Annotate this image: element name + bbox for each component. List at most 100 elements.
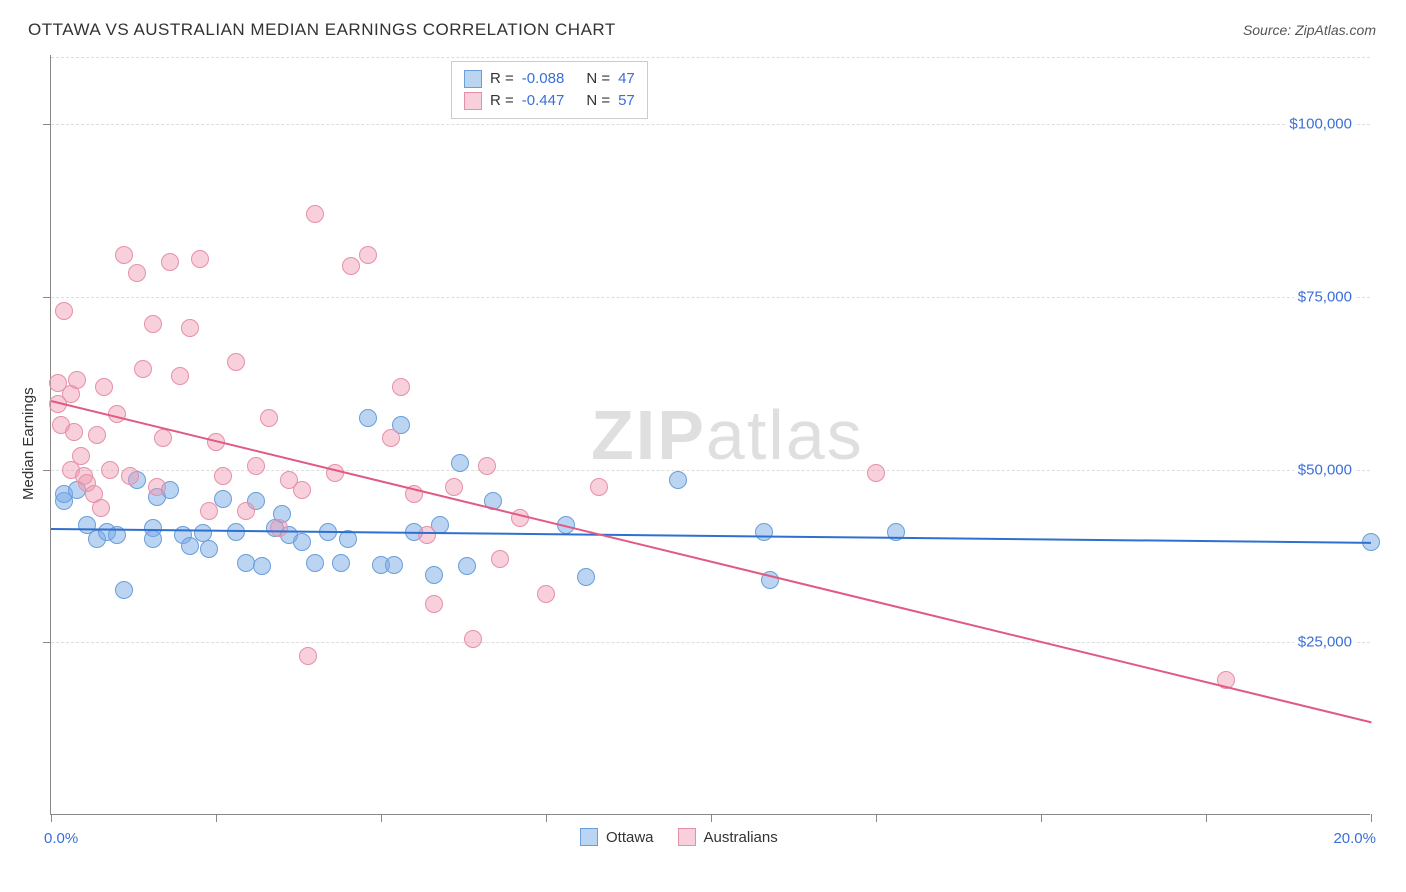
- data-point: [247, 457, 265, 475]
- y-axis-title: Median Earnings: [20, 387, 37, 500]
- series-legend-item: Ottawa: [580, 828, 654, 846]
- data-point: [72, 447, 90, 465]
- data-point: [425, 595, 443, 613]
- series-legend-label: Ottawa: [606, 829, 654, 846]
- y-tick-label: $25,000: [1294, 634, 1356, 651]
- x-tick: [216, 814, 217, 822]
- x-tick: [381, 814, 382, 822]
- data-point: [293, 481, 311, 499]
- x-tick: [1371, 814, 1372, 822]
- data-point: [425, 566, 443, 584]
- stats-legend-row: R = -0.447N = 57: [464, 90, 635, 112]
- data-point: [537, 585, 555, 603]
- data-point: [478, 457, 496, 475]
- data-point: [293, 533, 311, 551]
- x-tick: [876, 814, 877, 822]
- data-point: [418, 526, 436, 544]
- data-point: [92, 499, 110, 517]
- source-value: ZipAtlas.com: [1295, 22, 1376, 38]
- source-label: Source:: [1243, 22, 1295, 38]
- data-point: [134, 360, 152, 378]
- x-axis-max-label: 20.0%: [1333, 830, 1376, 847]
- data-point: [144, 530, 162, 548]
- data-point: [115, 581, 133, 599]
- data-point: [191, 250, 209, 268]
- gridline: [51, 57, 1370, 58]
- r-value: -0.088: [522, 68, 565, 90]
- legend-swatch: [464, 92, 482, 110]
- data-point: [867, 464, 885, 482]
- data-point: [306, 554, 324, 572]
- data-point: [445, 478, 463, 496]
- data-point: [755, 523, 773, 541]
- data-point: [577, 568, 595, 586]
- data-point: [342, 257, 360, 275]
- n-value: 47: [618, 68, 635, 90]
- data-point: [306, 205, 324, 223]
- y-tick-label: $50,000: [1294, 461, 1356, 478]
- data-point: [121, 467, 139, 485]
- data-point: [237, 502, 255, 520]
- data-point: [590, 478, 608, 496]
- chart-container: OTTAWA VS AUSTRALIAN MEDIAN EARNINGS COR…: [0, 0, 1406, 892]
- y-tick: [43, 124, 51, 125]
- x-tick: [711, 814, 712, 822]
- data-point: [154, 429, 172, 447]
- gridline: [51, 297, 1370, 298]
- r-value: -0.447: [522, 90, 565, 112]
- data-point: [359, 246, 377, 264]
- data-point: [148, 478, 166, 496]
- data-point: [181, 319, 199, 337]
- series-legend-item: Australians: [678, 828, 778, 846]
- chart-title: OTTAWA VS AUSTRALIAN MEDIAN EARNINGS COR…: [28, 20, 616, 40]
- data-point: [332, 554, 350, 572]
- data-point: [115, 246, 133, 264]
- data-point: [385, 556, 403, 574]
- watermark: ZIPatlas: [591, 395, 864, 475]
- data-point: [458, 557, 476, 575]
- x-tick: [1041, 814, 1042, 822]
- data-point: [88, 426, 106, 444]
- data-point: [200, 540, 218, 558]
- data-point: [214, 467, 232, 485]
- series-legend: Ottawa Australians: [580, 828, 778, 846]
- x-tick: [51, 814, 52, 822]
- data-point: [253, 557, 271, 575]
- data-point: [270, 519, 288, 537]
- data-point: [227, 353, 245, 371]
- x-tick: [546, 814, 547, 822]
- data-point: [95, 378, 113, 396]
- data-point: [128, 264, 146, 282]
- legend-swatch: [464, 70, 482, 88]
- data-point: [491, 550, 509, 568]
- legend-swatch: [678, 828, 696, 846]
- data-point: [299, 647, 317, 665]
- data-point: [171, 367, 189, 385]
- trend-line: [51, 528, 1371, 544]
- r-label: R =: [490, 68, 514, 90]
- data-point: [65, 423, 83, 441]
- data-point: [260, 409, 278, 427]
- watermark-atlas: atlas: [706, 396, 864, 474]
- stats-legend-row: R = -0.088N = 47: [464, 68, 635, 90]
- data-point: [55, 302, 73, 320]
- data-point: [392, 378, 410, 396]
- data-point: [161, 253, 179, 271]
- x-tick: [1206, 814, 1207, 822]
- data-point: [68, 371, 86, 389]
- stats-legend: R = -0.088N = 47R = -0.447N = 57: [451, 61, 648, 119]
- data-point: [669, 471, 687, 489]
- data-point: [144, 315, 162, 333]
- watermark-zip: ZIP: [591, 396, 706, 474]
- y-tick-label: $75,000: [1294, 288, 1356, 305]
- data-point: [451, 454, 469, 472]
- r-label: R =: [490, 90, 514, 112]
- n-value: 57: [618, 90, 635, 112]
- source-attribution: Source: ZipAtlas.com: [1243, 22, 1376, 38]
- data-point: [237, 554, 255, 572]
- y-tick-label: $100,000: [1285, 116, 1356, 133]
- plot-area: ZIPatlas R = -0.088N = 47R = -0.447N = 5…: [50, 55, 1370, 815]
- x-axis-min-label: 0.0%: [44, 830, 78, 847]
- y-tick: [43, 470, 51, 471]
- legend-swatch: [580, 828, 598, 846]
